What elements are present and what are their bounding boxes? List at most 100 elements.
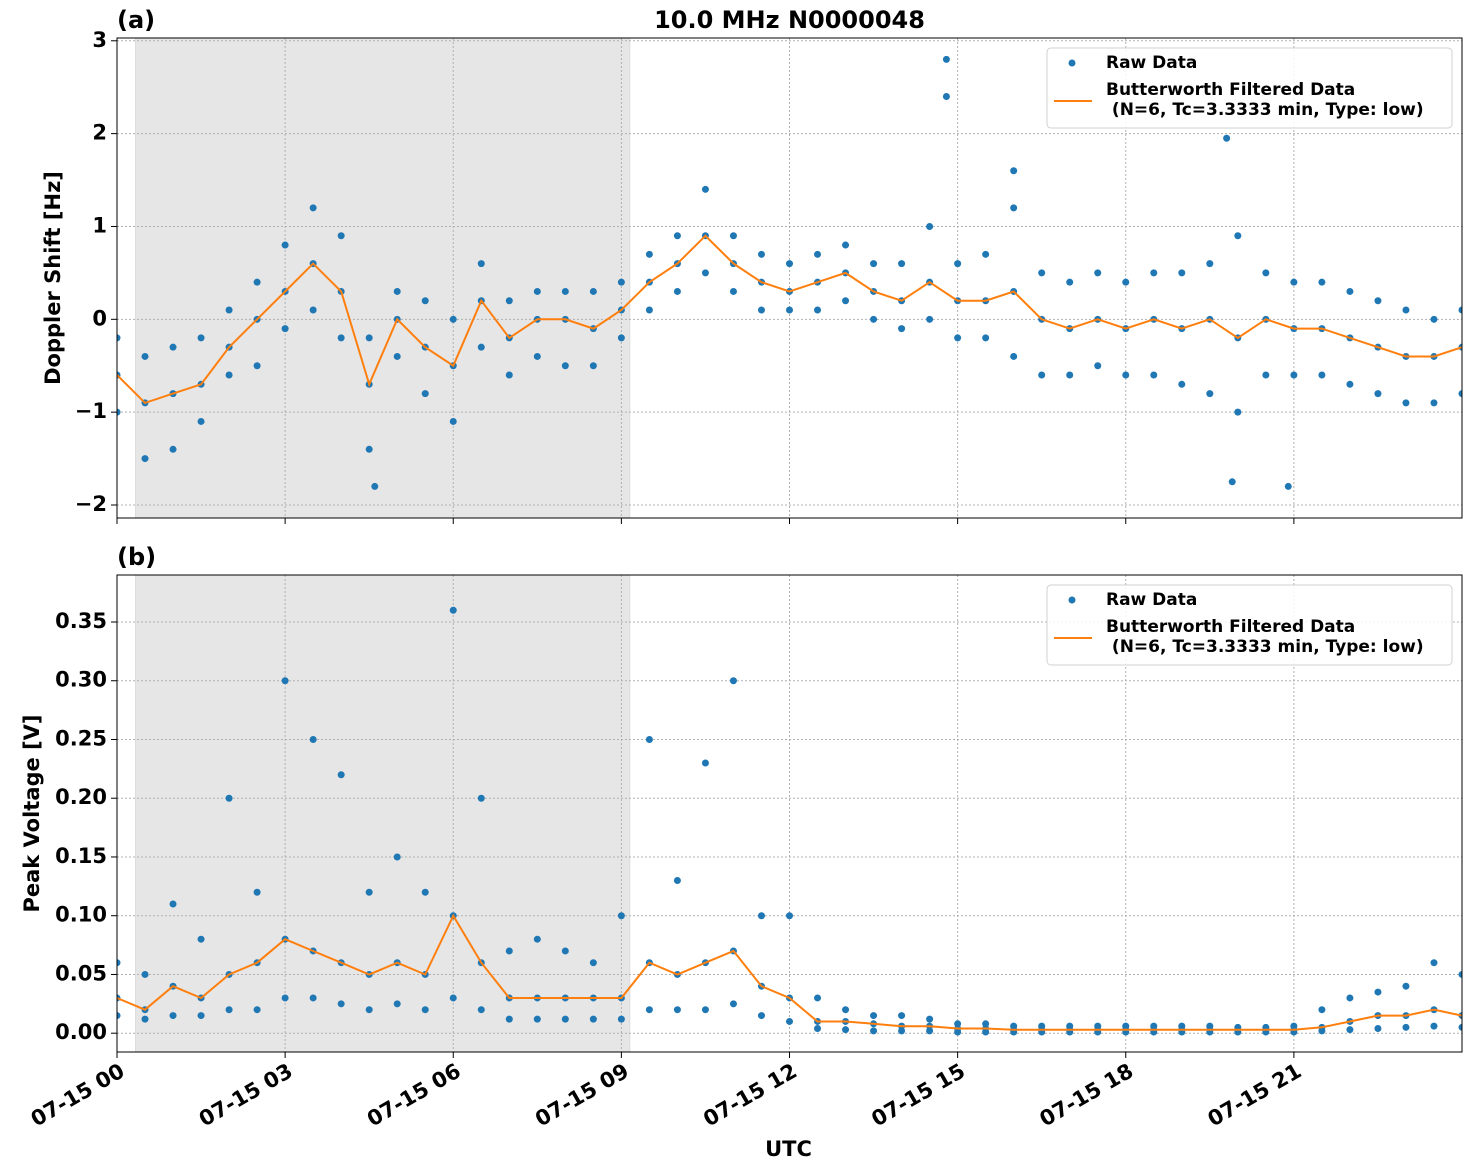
raw-point: [1094, 269, 1102, 277]
raw-point: [617, 1015, 625, 1023]
y-axis-label: Peak Voltage [V]: [20, 714, 44, 912]
raw-point: [926, 222, 934, 230]
raw-point: [1318, 1006, 1326, 1014]
raw-point: [898, 325, 906, 333]
raw-point: [421, 888, 429, 896]
raw-point: [842, 241, 850, 249]
raw-point: [786, 1017, 793, 1025]
raw-point: [1094, 362, 1102, 370]
raw-point: [617, 278, 625, 286]
raw-point: [757, 1012, 765, 1020]
raw-point: [954, 334, 962, 342]
raw-point: [365, 1006, 373, 1014]
raw-point: [1374, 297, 1382, 305]
y-tick-label: −2: [75, 492, 107, 516]
raw-point: [1290, 278, 1298, 286]
raw-point: [1262, 371, 1270, 379]
raw-point: [117, 1012, 121, 1020]
raw-point: [814, 994, 822, 1002]
raw-point: [309, 306, 317, 314]
raw-point: [786, 260, 793, 268]
raw-point: [1374, 988, 1382, 996]
y-tick-label: −1: [75, 399, 107, 423]
raw-point: [982, 1028, 990, 1036]
raw-point: [505, 297, 513, 305]
raw-point: [477, 260, 485, 268]
raw-point: [729, 677, 737, 685]
raw-point: [253, 1006, 261, 1014]
legend-label: Raw Data: [1106, 53, 1197, 73]
y-tick-label: 3: [92, 28, 107, 52]
raw-point: [645, 1006, 653, 1014]
raw-point: [1038, 269, 1046, 277]
raw-point: [225, 794, 233, 802]
panel-label: (a): [117, 6, 155, 34]
x-tick-label: 07-15 03: [195, 1059, 297, 1132]
raw-point: [561, 362, 569, 370]
plot-frame: [116, 574, 1463, 1053]
raw-point: [757, 250, 765, 258]
raw-point: [225, 306, 233, 314]
raw-point: [954, 1028, 962, 1036]
raw-point: [870, 1012, 878, 1020]
raw-point: [589, 362, 597, 370]
raw-point: [1262, 269, 1270, 277]
raw-point: [1458, 306, 1462, 314]
raw-point: [589, 287, 597, 295]
x-axis-label: UTC: [765, 1137, 812, 1161]
legend-label-line: (N=6, Tc=3.3333 min, Type: low): [1106, 100, 1424, 120]
raw-point: [225, 371, 233, 379]
raw-point: [1374, 390, 1382, 398]
raw-point: [757, 912, 765, 920]
raw-point: [141, 1015, 149, 1023]
raw-point: [982, 334, 990, 342]
raw-point: [842, 1006, 850, 1014]
raw-point: [898, 1027, 906, 1035]
legend-box: [1046, 584, 1453, 666]
raw-point: [870, 315, 878, 323]
raw-point: [1150, 371, 1158, 379]
raw-point: [197, 417, 205, 425]
raw-point: [561, 287, 569, 295]
filtered-line: [117, 234, 1462, 405]
legend-box: [1046, 47, 1453, 129]
legend-label: Raw Data: [1106, 590, 1197, 610]
raw-point: [309, 735, 317, 743]
raw-point: [253, 278, 261, 286]
plot-area: [117, 55, 1462, 490]
raw-point: [533, 1015, 541, 1023]
raw-point: [1318, 1027, 1326, 1035]
raw-point: [1458, 1023, 1462, 1031]
raw-point: [421, 390, 429, 398]
raw-point: [870, 1027, 878, 1035]
raw-point: [337, 232, 345, 240]
raw-point: [1122, 371, 1130, 379]
raw-point: [477, 1006, 485, 1014]
raw-point: [117, 334, 121, 342]
raw-point: [1290, 371, 1298, 379]
raw-point: [197, 935, 205, 943]
raw-point: [505, 1015, 513, 1023]
raw-point: [117, 408, 121, 416]
raw-point: [1066, 371, 1074, 379]
raw-point: [533, 352, 541, 360]
raw-point: [309, 994, 317, 1002]
raw-point: [1066, 278, 1074, 286]
raw-point: [786, 306, 793, 314]
raw-point: [533, 935, 541, 943]
raw-point: [842, 1026, 850, 1034]
y-tick-label: 2: [92, 121, 107, 145]
raw-point: [842, 297, 850, 305]
raw-point: [1223, 134, 1231, 142]
raw-point: [1346, 287, 1354, 295]
raw-point: [117, 959, 121, 967]
raw-point: [253, 888, 261, 896]
chart-title: 10.0 MHz N0000048: [654, 6, 925, 34]
x-tick-label: 07-15 15: [867, 1059, 969, 1132]
raw-point: [477, 794, 485, 802]
x-tick-label: 07-15 18: [1035, 1059, 1137, 1132]
raw-point: [169, 343, 177, 351]
raw-point: [926, 1027, 934, 1035]
raw-point: [1122, 278, 1130, 286]
raw-point: [393, 287, 401, 295]
